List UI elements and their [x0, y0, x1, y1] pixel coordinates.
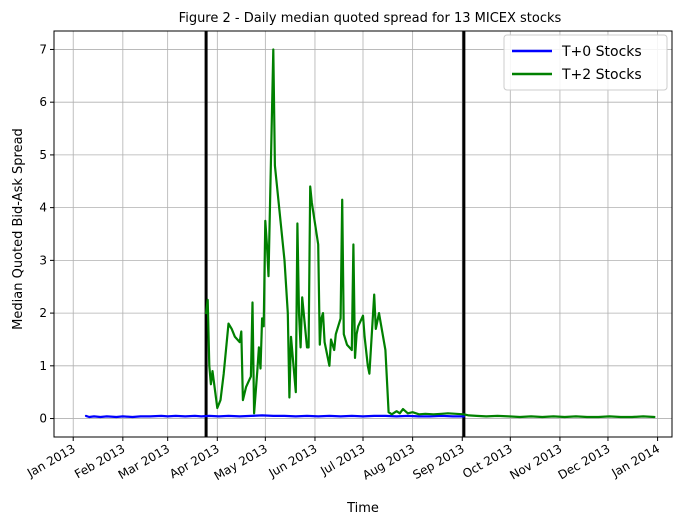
legend-label: T+2 Stocks [561, 67, 642, 83]
legend: T+0 Stocks T+2 Stocks [503, 34, 668, 91]
legend-box [503, 34, 668, 91]
y-axis-label: Median Quoted Bid-Ask Spread [11, 128, 26, 330]
y-tick-label: 7 [39, 42, 47, 56]
y-tick-label: 2 [39, 306, 47, 320]
x-axis-label: Time [346, 501, 379, 516]
event-lines [204, 31, 466, 437]
y-tick-label: 4 [39, 201, 47, 215]
grid-lines [54, 31, 672, 437]
y-axis-ticks: 0 1 2 3 4 5 6 7 [39, 42, 54, 426]
legend-label: T+0 Stocks [561, 44, 642, 60]
y-tick-label: 3 [39, 253, 47, 267]
series-line [84, 414, 465, 419]
y-tick-label: 0 [39, 412, 47, 426]
series-lines [84, 48, 656, 419]
y-tick-label: 6 [39, 95, 47, 109]
y-tick-label: 5 [39, 148, 47, 162]
y-tick-label: 1 [39, 359, 47, 373]
chart-title: Figure 2 - Daily median quoted spread fo… [179, 11, 562, 26]
series-line [205, 48, 656, 419]
